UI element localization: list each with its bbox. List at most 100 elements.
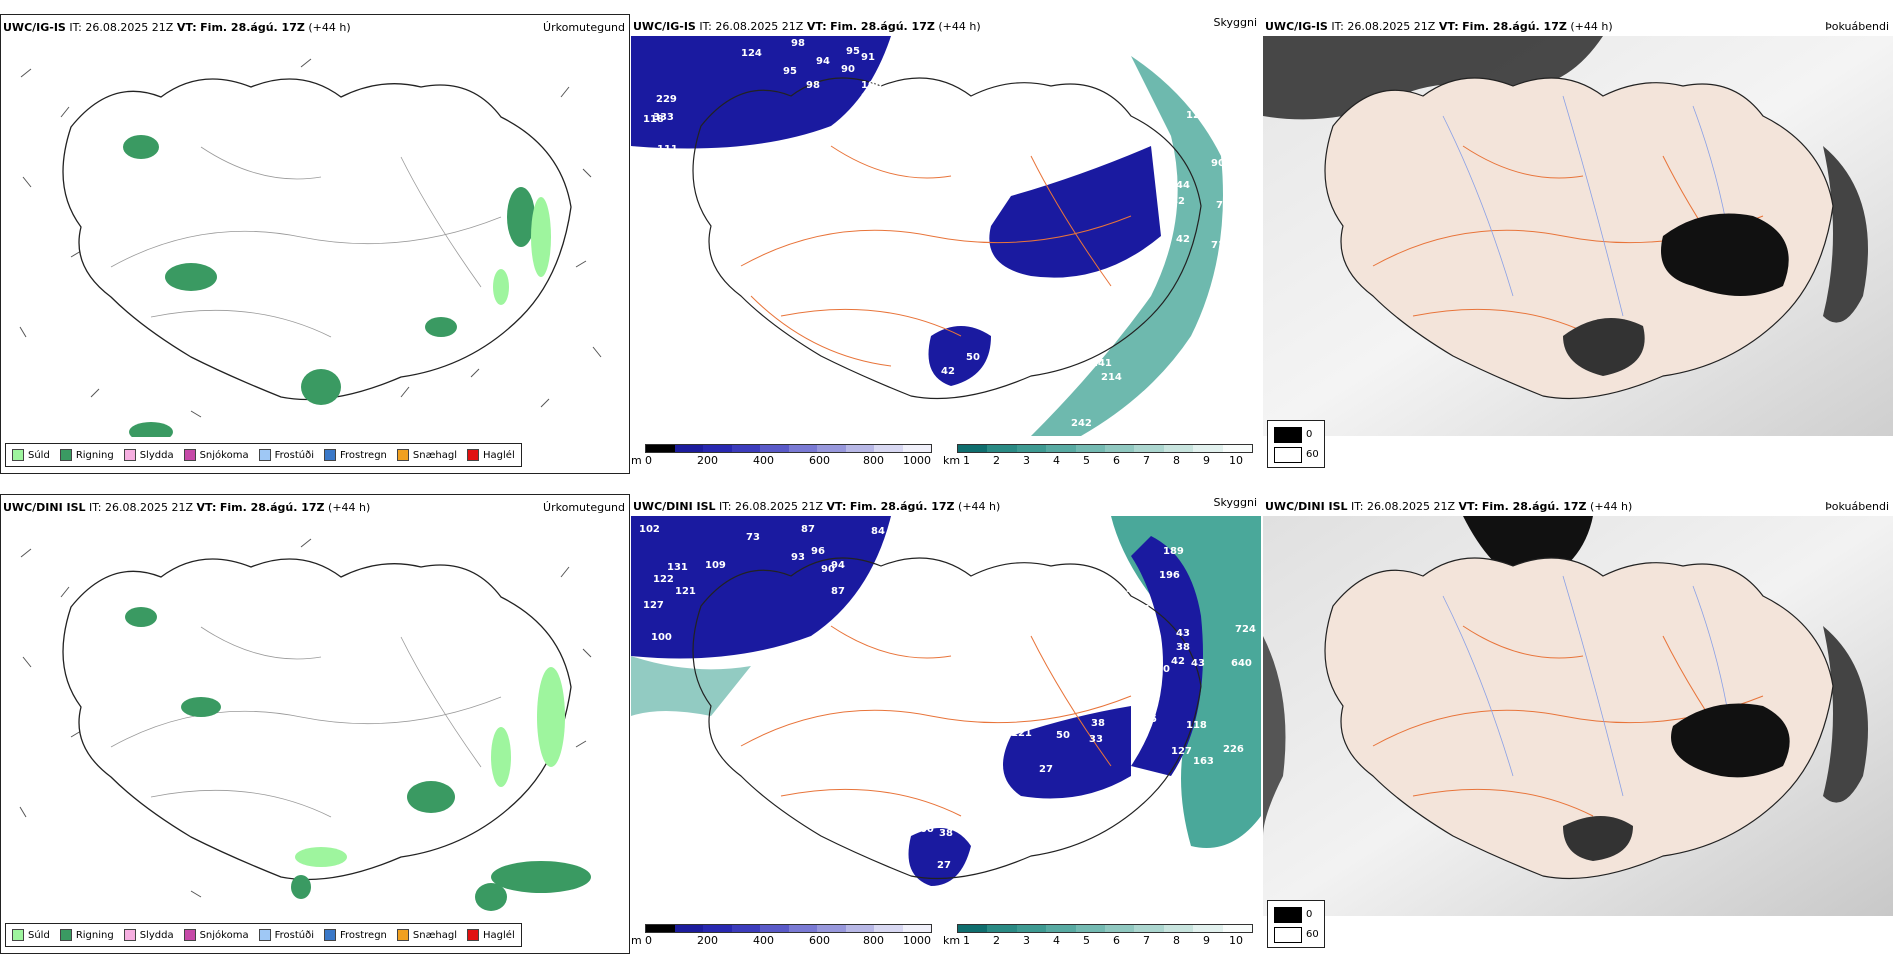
depth-label: 27 [1039, 764, 1053, 775]
depth-label: 27 [937, 860, 951, 871]
depth-label: 640 [1231, 658, 1252, 669]
legend-item: Haglél [467, 449, 515, 461]
depth-label: 32 [1141, 274, 1155, 285]
depth-label: 93 [791, 552, 805, 563]
depth-label: 111 [657, 144, 678, 155]
visibility-scale-km: km 1 2 3 4 5 6 7 8 9 10 [943, 922, 1257, 950]
depth-label: 127 [643, 600, 664, 611]
legend-item: Frostúði [258, 929, 314, 941]
fog-map [1263, 36, 1893, 436]
precip-type-panel-1: UWC/IG-IS IT: 26.08.2025 21Z VT: Fim. 28… [0, 14, 630, 474]
iceland-land [1324, 77, 1834, 400]
depth-label: 42 [903, 400, 917, 411]
depth-label: 121 [1186, 110, 1207, 121]
depth-label: 118 [1186, 720, 1207, 731]
fog-map [1263, 516, 1893, 916]
panel-header: UWC/IG-IS IT: 26.08.2025 21Z VT: Fim. 28… [633, 20, 981, 33]
panel-type-title: Úrkomutegund [543, 501, 625, 514]
depth-label: 131 [667, 562, 688, 573]
legend-item: Snæhagl [396, 449, 457, 461]
cloud-base-panel-1: UWC/IG-IS IT: 26.08.2025 21Z VT: Fim. 28… [631, 14, 1261, 474]
legend-item: Frostúði [258, 449, 314, 461]
precip-map [19, 538, 592, 911]
legend-item: Snæhagl [396, 929, 457, 941]
visibility-scale-km: km 1 2 3 4 5 6 7 8 9 10 [943, 442, 1257, 470]
depth-label: 63 [941, 696, 955, 707]
panel-header: UWC/DINI ISL IT: 26.08.2025 21Z VT: Fim.… [633, 500, 1001, 513]
depth-label: 54 [1126, 584, 1140, 595]
legend-item: Rigning [59, 929, 114, 941]
rain-areas [123, 135, 535, 437]
depth-label: 100 [913, 824, 934, 835]
depth-label: 31 [937, 400, 951, 411]
depth-label: 95 [783, 66, 797, 77]
depth-label: 42 [1171, 196, 1185, 207]
panel-type-title: Skyggni [1213, 16, 1257, 29]
precip-legend: Súld Rigning Slydda Snjókoma Frostúði Fr… [5, 923, 522, 947]
depth-label: 242 [1071, 418, 1092, 429]
depth-label: 90 [841, 64, 855, 75]
depth-label: 44 [1136, 604, 1150, 615]
depth-label: 84 [871, 526, 885, 537]
depth-label: 94 [816, 56, 830, 67]
depth-labels: 124 98 95 91 94 90 104 229 95 98 106 118… [643, 38, 1237, 429]
legend-item: Haglél [467, 929, 515, 941]
depth-label: 189 [1163, 546, 1184, 557]
iceland-outline [692, 77, 1202, 400]
precip-type-panel-2: UWC/DINI ISL IT: 26.08.2025 21Z VT: Fim.… [0, 494, 630, 954]
legend-item: Frostregn [324, 929, 387, 941]
depth-label: 120 [851, 150, 872, 161]
depth-label: 40 [1121, 274, 1135, 285]
legend-item: Slydda [123, 449, 174, 461]
panel-type-title: Skyggni [1213, 496, 1257, 509]
depth-label: 122 [653, 574, 674, 585]
depth-label: 214 [1101, 372, 1122, 383]
depth-label: 98 [861, 92, 875, 103]
panel-type-title: Þokuábendi [1825, 20, 1889, 33]
depth-label: 111 [1206, 338, 1227, 349]
depth-label: 121 [1011, 728, 1032, 739]
depth-label: 106 [861, 80, 882, 91]
depth-label: 42 [1176, 234, 1190, 245]
depth-label: 37 [1146, 698, 1160, 709]
depth-label: 35 [1143, 714, 1157, 725]
panel-header: UWC/IG-IS IT: 26.08.2025 21Z VT: Fim. 28… [3, 21, 351, 34]
cloud-map: 124 98 95 91 94 90 104 229 95 98 106 118… [631, 36, 1261, 436]
fog-key: 0 60 [1267, 420, 1325, 468]
depth-label: 163 [1193, 756, 1214, 767]
depth-label: 51 [1123, 126, 1137, 137]
depth-label: 40 [1156, 664, 1170, 675]
fog-key: 0 60 [1267, 900, 1325, 948]
legend-item: Snjókoma [183, 929, 249, 941]
precip-map [19, 58, 602, 437]
iceland-outline [62, 78, 572, 401]
cloud-map: 102 73 87 84 96 131 109 93 94 90 122 121… [631, 516, 1261, 916]
iceland-land [1324, 557, 1834, 880]
depth-label: 98 [791, 38, 805, 49]
roads [110, 146, 502, 338]
wind-barbs [19, 58, 602, 418]
depth-label: 102 [639, 524, 660, 535]
depth-label: 127 [1171, 746, 1192, 757]
depth-label: 102 [897, 124, 918, 135]
depth-label: 724 [1235, 624, 1256, 635]
depth-label: 90 [1211, 158, 1225, 169]
depth-label: 327 [1071, 882, 1092, 893]
depth-label: 91 [861, 52, 875, 63]
legend-item: Frostregn [324, 449, 387, 461]
depth-label: 43 [1176, 628, 1190, 639]
depth-label: 87 [831, 586, 845, 597]
panel-header: UWC/DINI ISL IT: 26.08.2025 21Z VT: Fim.… [3, 501, 371, 514]
legend-item: Rigning [59, 449, 114, 461]
fog-index-panel-2: UWC/DINI ISL IT: 26.08.2025 21Z VT: Fim.… [1263, 494, 1893, 954]
depth-label: 111 [909, 98, 930, 109]
depth-label: 90 [821, 564, 835, 575]
depth-label: 38 [1091, 718, 1105, 729]
legend-item: Súld [12, 929, 50, 941]
roads [740, 145, 1132, 367]
depth-label: 71 [1211, 240, 1225, 251]
depth-label: 95 [846, 46, 860, 57]
panel-type-title: Úrkomutegund [543, 21, 625, 34]
depth-label: 38 [1176, 642, 1190, 653]
cloud-base-scale-m: m 0 200 400 600 800 1000 [631, 442, 936, 470]
